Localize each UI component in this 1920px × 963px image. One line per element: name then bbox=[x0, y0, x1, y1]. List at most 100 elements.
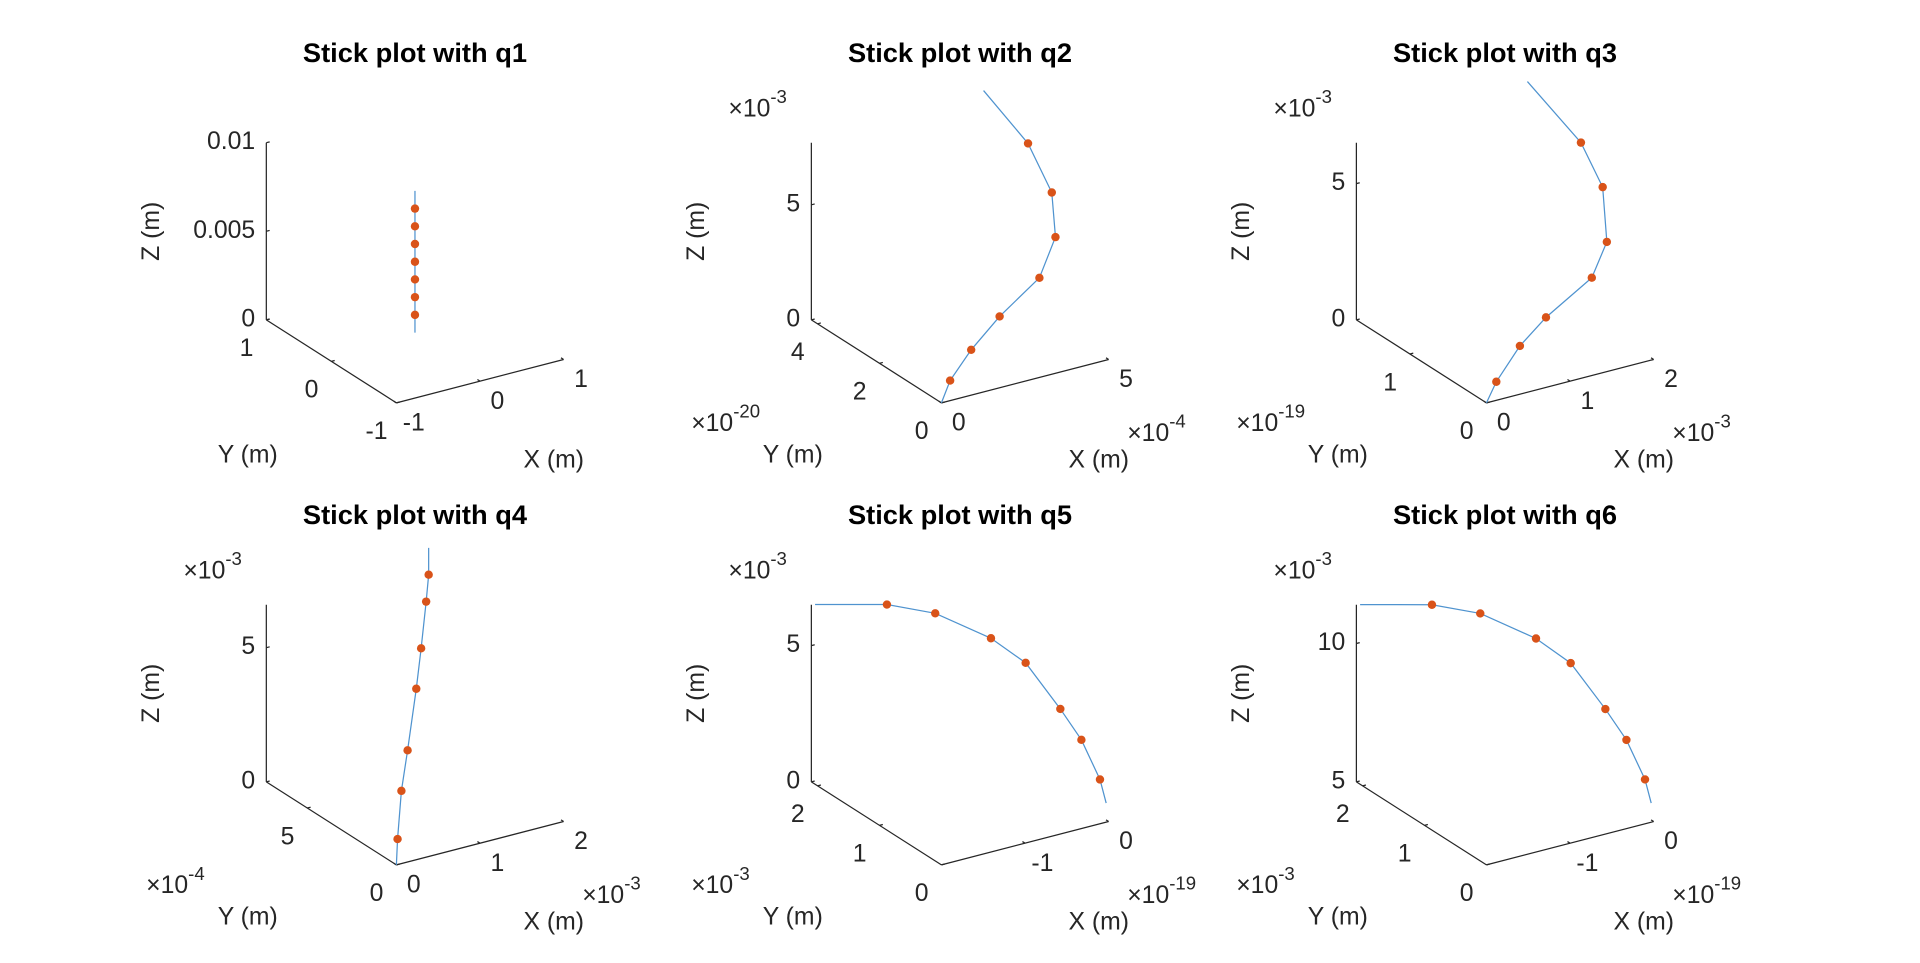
y-tick bbox=[879, 823, 883, 826]
y-factor-base: ×10 bbox=[1236, 409, 1278, 436]
x-tick bbox=[1650, 819, 1655, 823]
y-axis bbox=[265, 781, 397, 866]
y-tick-label: 4 bbox=[791, 339, 805, 366]
y-tick bbox=[1424, 823, 1429, 826]
x-tick-label: 1 bbox=[490, 850, 504, 877]
joint-marker bbox=[1095, 775, 1105, 784]
joint-marker bbox=[393, 834, 402, 844]
y-axis bbox=[811, 781, 942, 866]
z-tick bbox=[266, 141, 270, 144]
x-tick-label: 0 bbox=[1664, 828, 1678, 855]
z-factor-power: -3 bbox=[1315, 86, 1332, 107]
x-tick bbox=[393, 400, 397, 404]
stick-line bbox=[395, 547, 430, 865]
subplot: 0 1 2 0 5 0 5 Stick plot with q4 X (m) Y (m) Z (m)… bbox=[138, 499, 641, 936]
joint-marker bbox=[1587, 273, 1597, 282]
z-axis-label: Z (m) bbox=[683, 664, 710, 723]
y-factor-base: ×10 bbox=[146, 871, 188, 898]
chart-title: Stick plot with q1 bbox=[303, 37, 527, 68]
x-tick bbox=[560, 357, 564, 361]
chart-title: Stick plot with q3 bbox=[1393, 37, 1617, 68]
chart-title: Stick plot with q5 bbox=[848, 499, 1072, 530]
y-tick bbox=[879, 361, 883, 364]
chart-title: Stick plot with q4 bbox=[303, 499, 528, 530]
z-factor-base: ×10 bbox=[728, 95, 770, 122]
x-factor-base: ×10 bbox=[1127, 881, 1169, 908]
joint-marker bbox=[1492, 377, 1501, 386]
stick-line bbox=[815, 603, 1107, 804]
z-tick-label: 10 bbox=[1318, 629, 1346, 656]
z-factor: ×10-3 bbox=[1273, 548, 1332, 584]
joint-marker bbox=[986, 634, 996, 643]
y-factor-power: -3 bbox=[733, 863, 750, 884]
z-tick bbox=[266, 318, 270, 321]
z-factor-base: ×10 bbox=[1273, 95, 1315, 122]
subplot: 0 5 0 2 4 0 5 Stick plot with q2 X (m) Y (m) Z (m)… bbox=[683, 37, 1186, 474]
z-tick bbox=[266, 646, 270, 649]
z-factor-base: ×10 bbox=[728, 557, 770, 584]
x-tick bbox=[1650, 357, 1655, 361]
y-tick-label: 1 bbox=[853, 841, 867, 868]
y-tick-label: -1 bbox=[366, 418, 388, 445]
y-factor-power: -20 bbox=[733, 401, 760, 422]
x-factor-base: ×10 bbox=[1672, 881, 1714, 908]
x-factor: ×10-19 bbox=[1127, 873, 1196, 909]
y-tick-label: 1 bbox=[1383, 369, 1397, 396]
x-tick bbox=[1105, 357, 1109, 361]
z-tick-label: 0 bbox=[786, 767, 800, 794]
joint-marker bbox=[1023, 139, 1033, 148]
x-axis bbox=[941, 358, 1109, 404]
y-tick-label: 0 bbox=[370, 880, 384, 907]
z-tick-label: 0.005 bbox=[193, 217, 255, 244]
joint-marker bbox=[931, 609, 940, 618]
y-factor: ×10-3 bbox=[1236, 863, 1295, 899]
joint-marker bbox=[1598, 182, 1607, 192]
y-factor: ×10-3 bbox=[691, 863, 750, 899]
x-factor-power: -3 bbox=[624, 873, 641, 894]
x-tick-label: -1 bbox=[403, 409, 425, 436]
y-tick-label: 2 bbox=[853, 379, 867, 406]
joint-marker bbox=[1047, 188, 1056, 197]
y-tick-label: 2 bbox=[791, 801, 805, 828]
y-factor: ×10-20 bbox=[691, 401, 760, 437]
subplot: -1 0 0 1 2 5 10 Stick plot with q6 X (m) Y (m) Z (… bbox=[1228, 499, 1741, 936]
y-tick bbox=[1486, 863, 1490, 866]
joint-marker bbox=[1427, 600, 1437, 609]
joint-marker bbox=[966, 345, 976, 355]
x-factor: ×10-3 bbox=[582, 873, 641, 909]
y-tick-label: 1 bbox=[240, 335, 254, 362]
x-tick bbox=[1022, 841, 1026, 844]
z-tick-label: 0 bbox=[241, 305, 255, 332]
x-tick-label: 2 bbox=[1664, 366, 1678, 393]
chart-title: Stick plot with q2 bbox=[848, 37, 1072, 68]
z-axis-label: Z (m) bbox=[138, 202, 165, 261]
stick-line bbox=[1360, 603, 1652, 804]
z-axis-label: Z (m) bbox=[138, 664, 165, 723]
y-factor-base: ×10 bbox=[691, 871, 733, 898]
joint-marker bbox=[424, 570, 433, 579]
z-tick bbox=[1356, 642, 1360, 645]
y-tick-label: 0 bbox=[915, 880, 929, 907]
z-factor-power: -3 bbox=[1315, 548, 1332, 569]
x-axis-label: X (m) bbox=[1068, 909, 1129, 936]
x-tick bbox=[477, 841, 481, 844]
y-axis-label: Y (m) bbox=[1308, 442, 1368, 469]
z-factor: ×10-3 bbox=[1273, 86, 1332, 122]
y-factor-power: -4 bbox=[188, 863, 205, 884]
y-tick bbox=[817, 322, 822, 325]
joint-marker bbox=[1051, 232, 1060, 242]
joint-marker bbox=[410, 222, 420, 231]
y-tick-label: 0 bbox=[1460, 418, 1474, 445]
y-tick bbox=[331, 359, 335, 362]
chart-title: Stick plot with q6 bbox=[1393, 499, 1617, 530]
y-tick bbox=[817, 784, 822, 787]
y-factor-power: -19 bbox=[1278, 401, 1305, 422]
joint-marker bbox=[1021, 658, 1030, 668]
y-axis-label: Y (m) bbox=[218, 904, 278, 931]
joint-marker bbox=[1640, 775, 1650, 784]
x-factor: ×10-19 bbox=[1672, 873, 1741, 909]
x-factor: ×10-4 bbox=[1127, 411, 1186, 447]
subplot: 0 1 2 0 1 0 5 Stick plot with q3 X (m) Y (m) Z (m)… bbox=[1228, 37, 1731, 474]
y-tick bbox=[941, 863, 945, 866]
x-factor-power: -19 bbox=[1169, 873, 1196, 894]
